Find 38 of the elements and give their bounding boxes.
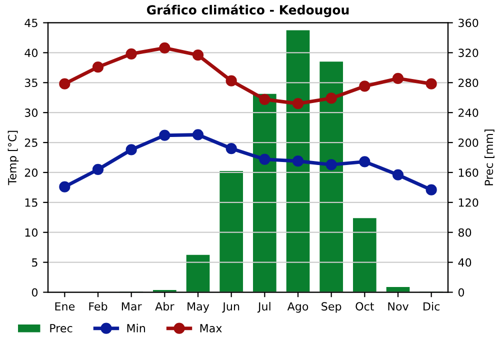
y-tick-label: 15 [25, 198, 38, 207]
y2-tick-label: 80 [458, 228, 472, 237]
y-tick-label: 45 [24, 18, 38, 28]
x-tick-label: Mar [122, 302, 142, 311]
y2-tick-label: 200 [458, 138, 478, 147]
x-tick-label: Ago [287, 302, 308, 313]
legend-label: Max [200, 324, 222, 332]
x-tick-label: Nov [388, 302, 409, 311]
x-tick-label: Ene [55, 302, 75, 311]
y-tick-label: 30 [24, 108, 38, 117]
x-tick-label: Dic [424, 302, 440, 311]
legend-label: Min [127, 324, 145, 332]
y-tick-label: 25 [24, 138, 38, 147]
y2-tick-label: 40 [458, 258, 472, 267]
x-tick-label: Jun [222, 302, 240, 313]
y-tick-label: 40 [24, 48, 38, 58]
y-tick-label: 0 [32, 288, 38, 297]
y2-tick-label: 160 [458, 168, 478, 177]
y2-tick-label: 240 [458, 108, 478, 117]
x-tick-label: Abr [155, 302, 174, 311]
x-tick-label: Sep [322, 302, 342, 313]
y2-tick-label: 0 [458, 288, 464, 297]
x-tick-label: May [188, 302, 210, 313]
y2-tick-label: 320 [458, 48, 478, 58]
y-tick-label: 5 [32, 258, 38, 267]
chart-title: Gráfico climático - Kedougou [146, 4, 349, 18]
y2-axis-title: Prec [mm] [484, 130, 494, 186]
x-tick-label: Feb [89, 302, 108, 311]
y-tick-label: 35 [24, 78, 38, 88]
x-tick-label: Jul [257, 302, 270, 313]
legend-label: Prec [50, 324, 72, 332]
y-tick-label: 10 [25, 228, 38, 237]
x-tick-label: Oct [356, 302, 374, 311]
y-axis-title: Temp [°C] [8, 130, 19, 186]
y-tick-label: 20 [24, 168, 38, 177]
y2-tick-label: 120 [458, 198, 478, 207]
y2-tick-label: 360 [458, 18, 478, 28]
y2-tick-label: 280 [458, 78, 478, 88]
